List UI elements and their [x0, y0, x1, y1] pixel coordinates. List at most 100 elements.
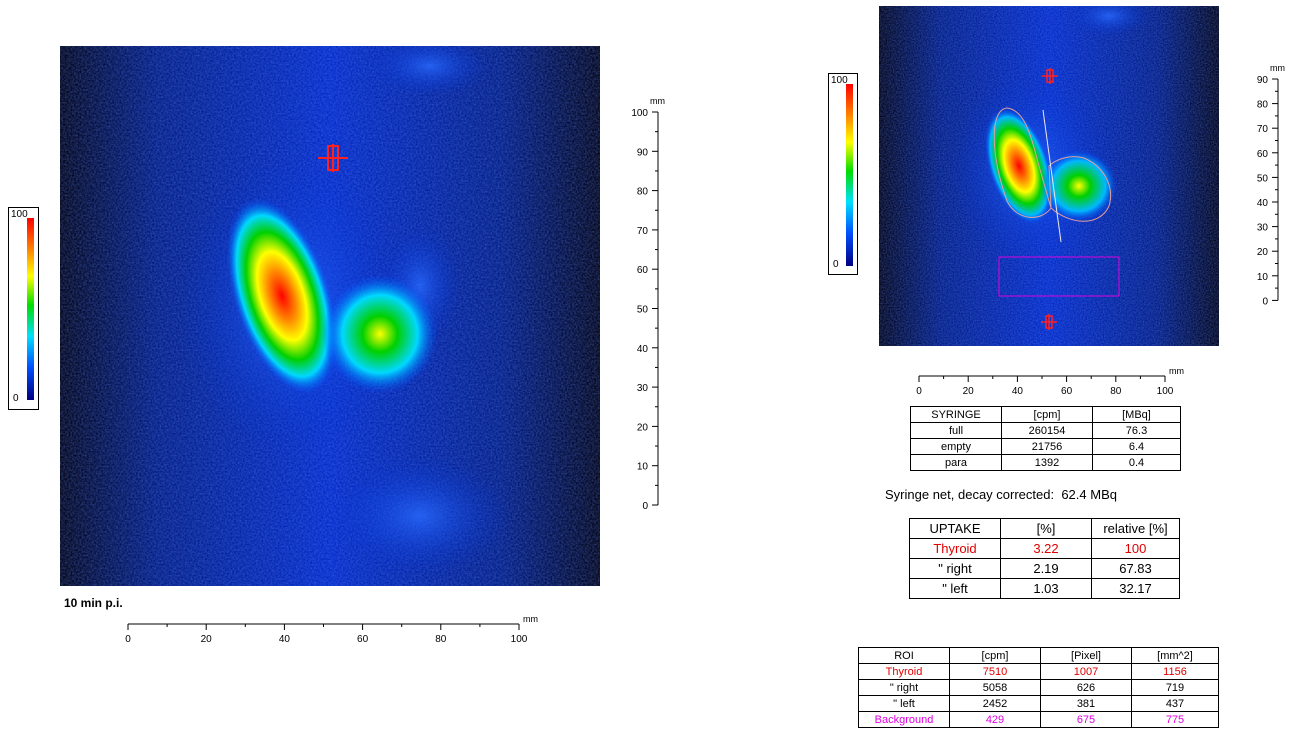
right-horizontal-axis: mm 0 20 40 60 80 100 [908, 364, 1188, 400]
table-cell: 429 [949, 711, 1041, 728]
left-vertical-axis: mm 100 90 80 70 60 50 40 30 20 10 0 [620, 94, 680, 514]
right-scan-bottom-marker-icon [1041, 314, 1057, 330]
table-cell: 260154 [1001, 422, 1093, 439]
table-cell: para [910, 454, 1002, 471]
table-cell: 381 [1040, 695, 1132, 712]
right-v-axis-unit: mm [1270, 63, 1285, 73]
scan-time-caption: 10 min p.i. [64, 596, 123, 610]
right-vertical-axis: mm 90 80 70 60 50 40 30 20 10 0 [1240, 36, 1292, 312]
left-v-axis-tick-label: 10 [637, 462, 649, 473]
table-cell: 3.22 [1000, 538, 1092, 559]
left-v-axis-tick-label: 70 [637, 226, 649, 237]
table-cell: 76.3 [1092, 422, 1181, 439]
table-cell: " right [909, 558, 1001, 579]
roi-header-cell: [Pixel] [1040, 647, 1132, 664]
table-cell: 719 [1131, 679, 1219, 696]
table-row: " left 1.03 32.17 [909, 578, 1180, 599]
table-row: " right 2.19 67.83 [909, 558, 1180, 579]
roi-header-cell: [cpm] [949, 647, 1041, 664]
table-cell: 67.83 [1091, 558, 1180, 579]
right-v-axis-tick-label: 40 [1257, 198, 1269, 209]
right-h-axis-tick-label: 40 [1012, 386, 1024, 397]
left-h-axis-unit: mm [523, 614, 538, 624]
table-row: para 1392 0.4 [910, 454, 1181, 471]
left-h-axis-tick-label: 100 [511, 634, 528, 645]
table-row: Background 429 675 775 [858, 711, 1219, 728]
right-h-axis-tick-label: 60 [1061, 386, 1073, 397]
right-h-axis-tick-label: 0 [916, 386, 922, 397]
table-cell: 1007 [1040, 663, 1132, 680]
right-v-axis-tick-label: 70 [1257, 124, 1269, 135]
right-colorbar: 100 0 [828, 73, 858, 275]
table-cell: 7510 [949, 663, 1041, 680]
left-scintigraphy-image [60, 46, 600, 586]
right-h-axis-tick-label: 20 [963, 386, 975, 397]
table-row: Thyroid 7510 1007 1156 [858, 663, 1219, 680]
right-lobe-roi-outline [993, 107, 1111, 222]
table-row: empty 21756 6.4 [910, 438, 1181, 455]
syringe-net-value: 62.4 MBq [1061, 487, 1117, 502]
background-roi-box [998, 256, 1120, 297]
right-v-axis-tick-label: 60 [1257, 149, 1269, 160]
left-v-axis-unit: mm [650, 96, 665, 106]
roi-table-header: ROI [cpm] [Pixel] [mm^2] [858, 647, 1219, 664]
table-cell: 5058 [949, 679, 1041, 696]
left-v-axis-tick-label: 90 [637, 147, 649, 158]
left-colorbar: 100 0 [8, 207, 39, 410]
table-cell: " left [858, 695, 950, 712]
right-scan-top-marker-icon [1042, 68, 1058, 84]
table-cell: 2452 [949, 695, 1041, 712]
table-cell: 675 [1040, 711, 1132, 728]
roi-header-cell: [mm^2] [1131, 647, 1219, 664]
uptake-header-cell: relative [%] [1091, 518, 1180, 539]
right-h-axis-tick-label: 80 [1110, 386, 1122, 397]
lobe-separator-line [1042, 109, 1062, 243]
left-h-axis-tick-label: 0 [125, 634, 131, 645]
table-cell: 6.4 [1092, 438, 1181, 455]
uptake-table-header: UPTAKE [%] relative [%] [909, 518, 1180, 539]
left-horizontal-axis: mm 0 20 40 60 80 100 [118, 612, 558, 648]
right-v-axis-tick-label: 90 [1257, 75, 1269, 86]
table-cell: Thyroid [909, 538, 1001, 559]
left-h-axis-tick-label: 80 [435, 634, 447, 645]
right-colorbar-min: 0 [833, 259, 839, 270]
table-cell: 100 [1091, 538, 1180, 559]
syringe-net-label: Syringe net, decay corrected: [885, 487, 1055, 502]
table-cell: 1.03 [1000, 578, 1092, 599]
table-row: " left 2452 381 437 [858, 695, 1219, 712]
left-scan-marker-icon [318, 144, 348, 172]
left-colorbar-gradient [27, 218, 34, 400]
right-h-axis-unit: mm [1169, 366, 1184, 376]
right-colorbar-max: 100 [831, 75, 848, 86]
uptake-table: UPTAKE [%] relative [%] Thyroid 3.22 100… [909, 518, 1180, 599]
table-cell: 0.4 [1092, 454, 1181, 471]
right-v-axis-tick-label: 50 [1257, 173, 1269, 184]
left-v-axis-tick-label: 20 [637, 422, 649, 433]
table-row: full 260154 76.3 [910, 422, 1181, 439]
roi-header-cell: ROI [858, 647, 950, 664]
syringe-header-cell: [MBq] [1092, 406, 1181, 423]
left-v-axis-tick-label: 50 [637, 305, 649, 316]
left-v-axis-tick-label: 0 [642, 501, 648, 512]
right-v-axis-tick-label: 30 [1257, 223, 1269, 234]
syringe-table-header: SYRINGE [cpm] [MBq] [910, 406, 1181, 423]
table-cell: empty [910, 438, 1002, 455]
syringe-table: SYRINGE [cpm] [MBq] full 260154 76.3 emp… [910, 406, 1181, 471]
table-cell: 1156 [1131, 663, 1219, 680]
table-cell: 775 [1131, 711, 1219, 728]
right-v-axis-tick-label: 80 [1257, 100, 1269, 111]
table-cell: 1392 [1001, 454, 1093, 471]
right-h-axis-tick-label: 100 [1157, 386, 1174, 397]
table-cell: 626 [1040, 679, 1132, 696]
table-cell: " left [909, 578, 1001, 599]
uptake-header-cell: [%] [1000, 518, 1092, 539]
right-v-axis-tick-label: 20 [1257, 247, 1269, 258]
table-cell: full [910, 422, 1002, 439]
right-v-axis-tick-label: 10 [1257, 272, 1269, 283]
left-v-axis-tick-label: 100 [631, 108, 648, 119]
syringe-net-note: Syringe net, decay corrected: 62.4 MBq [885, 487, 1117, 502]
left-h-axis-tick-label: 40 [279, 634, 291, 645]
left-h-axis-tick-label: 60 [357, 634, 369, 645]
left-colorbar-min: 0 [13, 393, 19, 404]
left-v-axis-tick-label: 60 [637, 265, 649, 276]
